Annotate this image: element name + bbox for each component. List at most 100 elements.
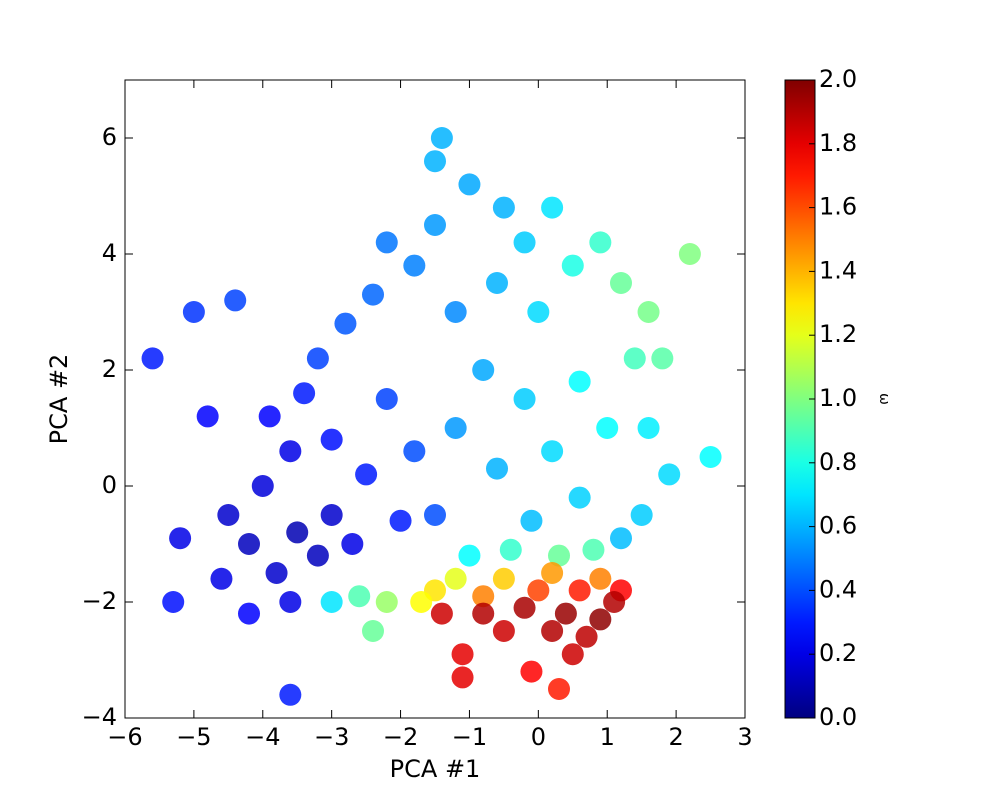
scatter-point bbox=[424, 214, 446, 236]
scatter-point bbox=[472, 585, 495, 608]
scatter-point bbox=[561, 254, 584, 277]
scatter-point bbox=[196, 405, 219, 428]
scatter-point bbox=[541, 196, 564, 219]
scatter-point bbox=[568, 579, 591, 602]
scatter-point bbox=[334, 312, 357, 335]
colorbar-tick-label: 1.2 bbox=[819, 320, 857, 348]
scatter-point bbox=[451, 666, 474, 689]
scatter-point bbox=[472, 359, 495, 381]
scatter-point bbox=[258, 405, 281, 428]
scatter-point bbox=[141, 347, 164, 370]
colorbar-tick-label: 0.8 bbox=[819, 448, 857, 476]
scatter-point bbox=[306, 347, 329, 370]
scatter-point bbox=[306, 544, 329, 567]
scatter-point bbox=[603, 591, 626, 613]
scatter-point bbox=[279, 440, 302, 463]
scatter-point bbox=[513, 231, 536, 254]
scatter-point bbox=[651, 347, 674, 370]
scatter-point bbox=[375, 591, 398, 613]
scatter-point bbox=[541, 562, 564, 584]
scatter-point bbox=[637, 417, 660, 439]
scatter-point bbox=[348, 585, 371, 608]
scatter-point bbox=[430, 127, 453, 149]
scatter-point bbox=[575, 625, 598, 648]
scatter-point bbox=[658, 463, 681, 486]
scatter-point bbox=[568, 486, 591, 509]
colorbar-tick-label: 1.6 bbox=[819, 193, 857, 221]
scatter-point bbox=[169, 527, 192, 550]
x-tick-label: 3 bbox=[737, 723, 752, 751]
x-tick-label: −6 bbox=[107, 723, 142, 751]
scatter-point bbox=[375, 388, 398, 410]
scatter-point bbox=[403, 254, 426, 277]
scatter-point bbox=[513, 388, 536, 410]
scatter-point bbox=[238, 602, 260, 625]
scatter-point bbox=[499, 538, 522, 561]
y-tick-label: −4 bbox=[82, 703, 117, 731]
scatter-point bbox=[430, 602, 453, 625]
scatter-point bbox=[589, 608, 612, 631]
scatter-point bbox=[265, 562, 288, 584]
scatter-point bbox=[362, 620, 384, 642]
colorbar-tick-label: 0.4 bbox=[819, 575, 857, 603]
plot-frame bbox=[124, 79, 746, 719]
scatter-point bbox=[375, 231, 398, 254]
scatter-point bbox=[548, 544, 570, 567]
scatter-point bbox=[279, 591, 302, 613]
scatter-point bbox=[238, 533, 260, 555]
scatter-point bbox=[610, 272, 632, 294]
scatter-point bbox=[568, 370, 591, 393]
scatter-point bbox=[637, 301, 660, 323]
scatter-point bbox=[444, 567, 467, 590]
scatter-point bbox=[589, 231, 612, 254]
colorbar-tick-label: 0.2 bbox=[819, 639, 857, 667]
scatter-point bbox=[520, 660, 543, 683]
scatter-point bbox=[341, 533, 364, 555]
scatter-point bbox=[451, 643, 474, 666]
scatter-point bbox=[596, 417, 619, 439]
x-tick-label: −5 bbox=[176, 723, 211, 751]
colorbar-tick-label: 1.4 bbox=[819, 256, 857, 284]
colorbar-tick-label: 1.8 bbox=[819, 129, 857, 157]
scatter-point bbox=[527, 579, 550, 602]
y-tick-label: 0 bbox=[102, 471, 117, 499]
scatter-point bbox=[513, 596, 536, 619]
scatter-point bbox=[286, 521, 309, 544]
scatter-point bbox=[320, 428, 343, 451]
scatter-point bbox=[486, 272, 508, 294]
scatter-point bbox=[541, 440, 564, 463]
scatter-point bbox=[554, 602, 577, 625]
y-tick-label: 4 bbox=[102, 239, 117, 267]
scatter-point bbox=[279, 683, 302, 706]
scatter-point bbox=[610, 527, 632, 550]
colorbar-tick-label: 2.0 bbox=[819, 65, 857, 93]
y-tick-label: 2 bbox=[102, 355, 117, 383]
scatter-point bbox=[217, 504, 240, 526]
x-tick-label: −4 bbox=[245, 723, 280, 751]
x-tick-label: −2 bbox=[383, 723, 418, 751]
scatter-point bbox=[224, 289, 247, 312]
scatter-point bbox=[293, 382, 316, 405]
scatter-point bbox=[251, 475, 274, 497]
scatter-point bbox=[458, 173, 481, 196]
scatter-point bbox=[444, 301, 467, 323]
scatter-point bbox=[424, 150, 446, 173]
scatter-point bbox=[520, 509, 543, 532]
scatter-point bbox=[678, 243, 701, 265]
scatter-point bbox=[210, 567, 233, 590]
scatter-point bbox=[458, 544, 481, 567]
scatter-point bbox=[182, 301, 205, 323]
x-tick-label: 2 bbox=[668, 723, 683, 751]
scatter-point bbox=[548, 678, 570, 700]
scatter-point bbox=[527, 301, 550, 323]
scatter-point bbox=[424, 504, 446, 526]
x-tick-label: −3 bbox=[314, 723, 349, 751]
scatter-point bbox=[444, 417, 467, 439]
scatter-point bbox=[623, 347, 646, 370]
y-tick-label: 6 bbox=[102, 123, 117, 151]
x-tick-label: 0 bbox=[531, 723, 546, 751]
scatter-point bbox=[589, 567, 612, 590]
scatter-point bbox=[582, 538, 605, 561]
x-tick-label: 1 bbox=[600, 723, 615, 751]
